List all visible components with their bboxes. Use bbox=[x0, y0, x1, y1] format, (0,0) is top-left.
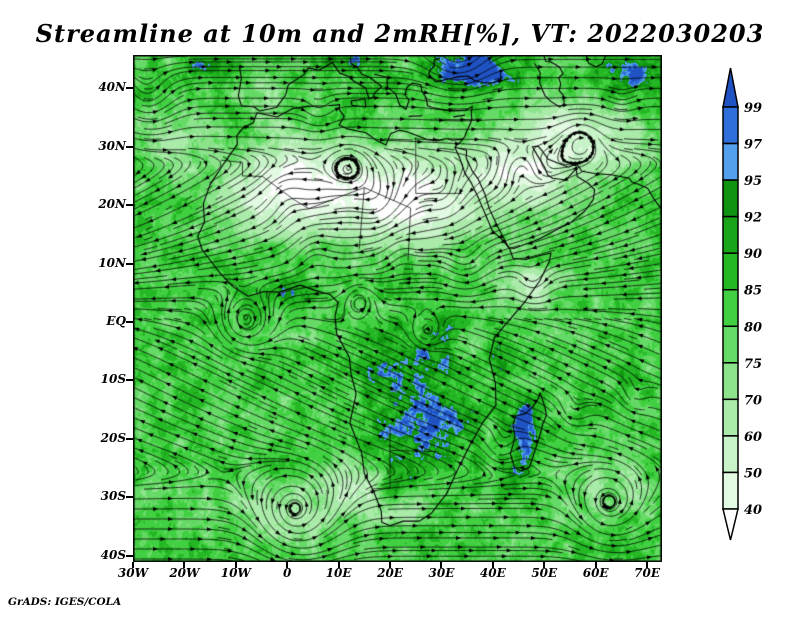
lon-axis-label: 10W bbox=[220, 566, 251, 580]
colorbar-band bbox=[722, 179, 739, 218]
colorbar-level-label: 75 bbox=[744, 357, 762, 372]
lat-axis-tick bbox=[126, 204, 133, 207]
lat-axis-tick bbox=[126, 437, 133, 440]
lon-axis-label: 30W bbox=[117, 566, 149, 580]
colorbar-level-label: 80 bbox=[744, 320, 762, 335]
lat-axis-tick bbox=[126, 496, 133, 499]
lon-axis-tick bbox=[491, 562, 494, 568]
colorbar-level-label: 60 bbox=[744, 430, 762, 445]
colorbar-band bbox=[722, 471, 739, 510]
colorbar-band bbox=[722, 106, 739, 145]
colorbar-legend: 99 97 95 92 90 85 80 75 70 60 50 40 bbox=[722, 67, 762, 541]
colorbar-level-label: 40 bbox=[744, 503, 762, 518]
colorbar-level-label: 50 bbox=[744, 466, 762, 481]
lon-axis-tick bbox=[234, 562, 237, 568]
lat-axis-label: 40N bbox=[98, 80, 126, 95]
colorbar-top-arrow bbox=[722, 67, 739, 108]
lat-axis-label: 20S bbox=[100, 430, 126, 445]
lon-axis-label: 0 bbox=[283, 566, 292, 580]
lon-axis-tick bbox=[389, 562, 392, 568]
colorbar-level-label: 90 bbox=[744, 247, 762, 262]
colorbar-band bbox=[722, 252, 739, 291]
colorbar-band bbox=[722, 288, 739, 328]
colorbar-level-label: 85 bbox=[744, 284, 762, 299]
colorbar-band bbox=[722, 362, 739, 401]
colorbar-band bbox=[722, 435, 739, 474]
lon-axis-label: 60E bbox=[582, 566, 609, 580]
lon-axis-tick bbox=[337, 562, 340, 568]
lat-axis-label: 10S bbox=[100, 372, 126, 387]
lon-axis-label: 30E bbox=[428, 566, 455, 580]
lon-axis-label: 20W bbox=[169, 566, 200, 580]
streamline-rh-map-canvas bbox=[133, 55, 662, 562]
lon-axis-tick bbox=[440, 562, 443, 568]
lat-axis-label: EQ bbox=[106, 313, 126, 328]
colorbar-level-label: 97 bbox=[744, 138, 762, 153]
colorbar-level-label: 70 bbox=[744, 393, 762, 408]
lon-axis-tick bbox=[183, 562, 186, 568]
lon-axis-tick bbox=[543, 562, 546, 568]
lon-axis-tick bbox=[132, 562, 134, 568]
colorbar-bottom-arrow bbox=[722, 508, 739, 541]
lat-axis-tick bbox=[126, 262, 133, 265]
colorbar-band bbox=[722, 142, 739, 181]
lon-axis-label: 20E bbox=[377, 566, 403, 580]
lat-axis-tick bbox=[126, 87, 133, 90]
lon-axis-tick bbox=[286, 562, 289, 568]
lat-axis-tick bbox=[126, 379, 133, 382]
colorbar-level-label: 92 bbox=[744, 211, 762, 226]
lat-axis-label: 10N bbox=[98, 255, 126, 270]
lon-axis-tick bbox=[646, 562, 649, 568]
colorbar-level-label: 95 bbox=[744, 174, 762, 189]
lon-axis-tick bbox=[594, 562, 597, 568]
lat-axis-label: 30S bbox=[100, 489, 126, 504]
colorbar-band bbox=[722, 325, 739, 364]
lat-axis-label: 20N bbox=[98, 197, 126, 212]
lon-axis-label: 70E bbox=[634, 566, 660, 580]
plot-title: Streamline at 10m and 2mRH[%], VT: 20220… bbox=[35, 19, 765, 48]
lat-axis-label: 30N bbox=[98, 138, 126, 153]
grads-attribution: GrADS: IGES/COLA bbox=[8, 596, 122, 608]
lon-axis-label: 10E bbox=[325, 566, 352, 580]
lon-axis-label: 40E bbox=[479, 566, 506, 580]
colorbar-band bbox=[722, 215, 739, 254]
colorbar-level-label: 99 bbox=[744, 101, 762, 116]
colorbar-band bbox=[722, 398, 739, 437]
lat-axis-label: 40S bbox=[100, 547, 126, 562]
lat-axis-tick bbox=[126, 145, 133, 148]
lon-axis-label: 50E bbox=[531, 566, 558, 580]
lat-axis-tick bbox=[126, 554, 133, 557]
lat-axis-tick bbox=[126, 320, 133, 323]
